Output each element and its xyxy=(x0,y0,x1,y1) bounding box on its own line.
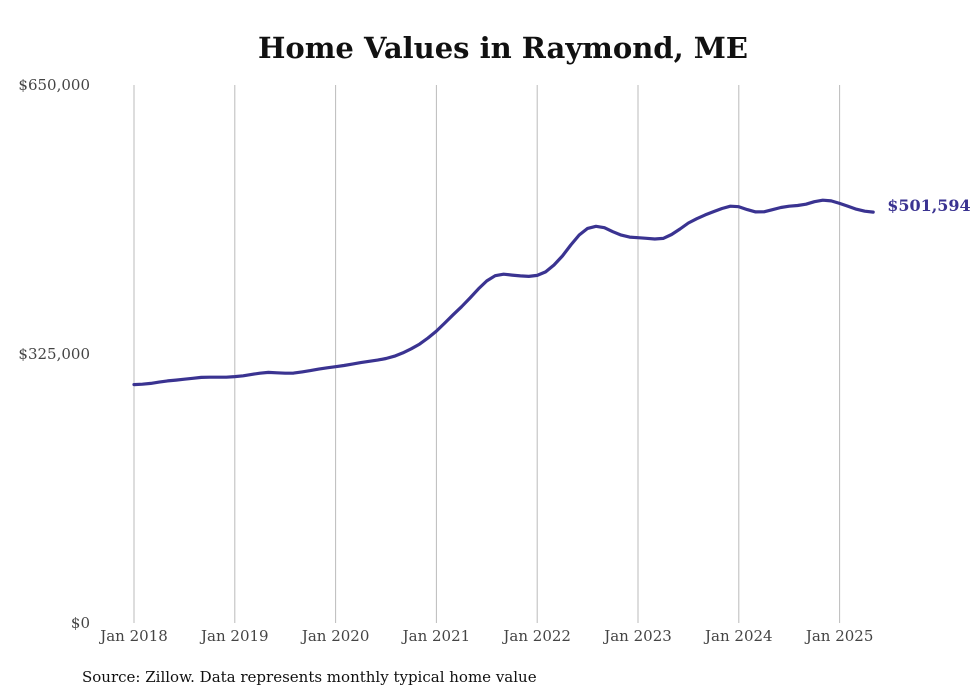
x-tick-label: Jan 2023 xyxy=(602,627,672,645)
x-tick-label: Jan 2021 xyxy=(401,627,471,645)
x-tick-label: Jan 2024 xyxy=(703,627,773,645)
x-tick-label: Jan 2019 xyxy=(199,627,269,645)
end-value-label: $501,594 xyxy=(887,196,971,215)
source-note: Source: Zillow. Data represents monthly … xyxy=(82,668,537,686)
y-axis: $0 $325,000 $650,000 xyxy=(18,76,90,632)
x-axis: Jan 2018 Jan 2019 Jan 2020 Jan 2021 Jan 2022… xyxy=(98,627,873,645)
y-tick-label: $650,000 xyxy=(18,76,90,94)
x-tick-label: Jan 2020 xyxy=(300,627,370,645)
gridlines xyxy=(133,85,841,623)
y-tick-label: $325,000 xyxy=(18,345,90,363)
x-tick-label: Jan 2025 xyxy=(804,627,874,645)
y-tick-label: $0 xyxy=(71,614,90,632)
x-tick-label: Jan 2018 xyxy=(98,627,168,645)
series-line xyxy=(132,198,875,387)
x-tick-label: Jan 2022 xyxy=(501,627,571,645)
chart-title: Home Values in Raymond, ME xyxy=(258,31,748,65)
